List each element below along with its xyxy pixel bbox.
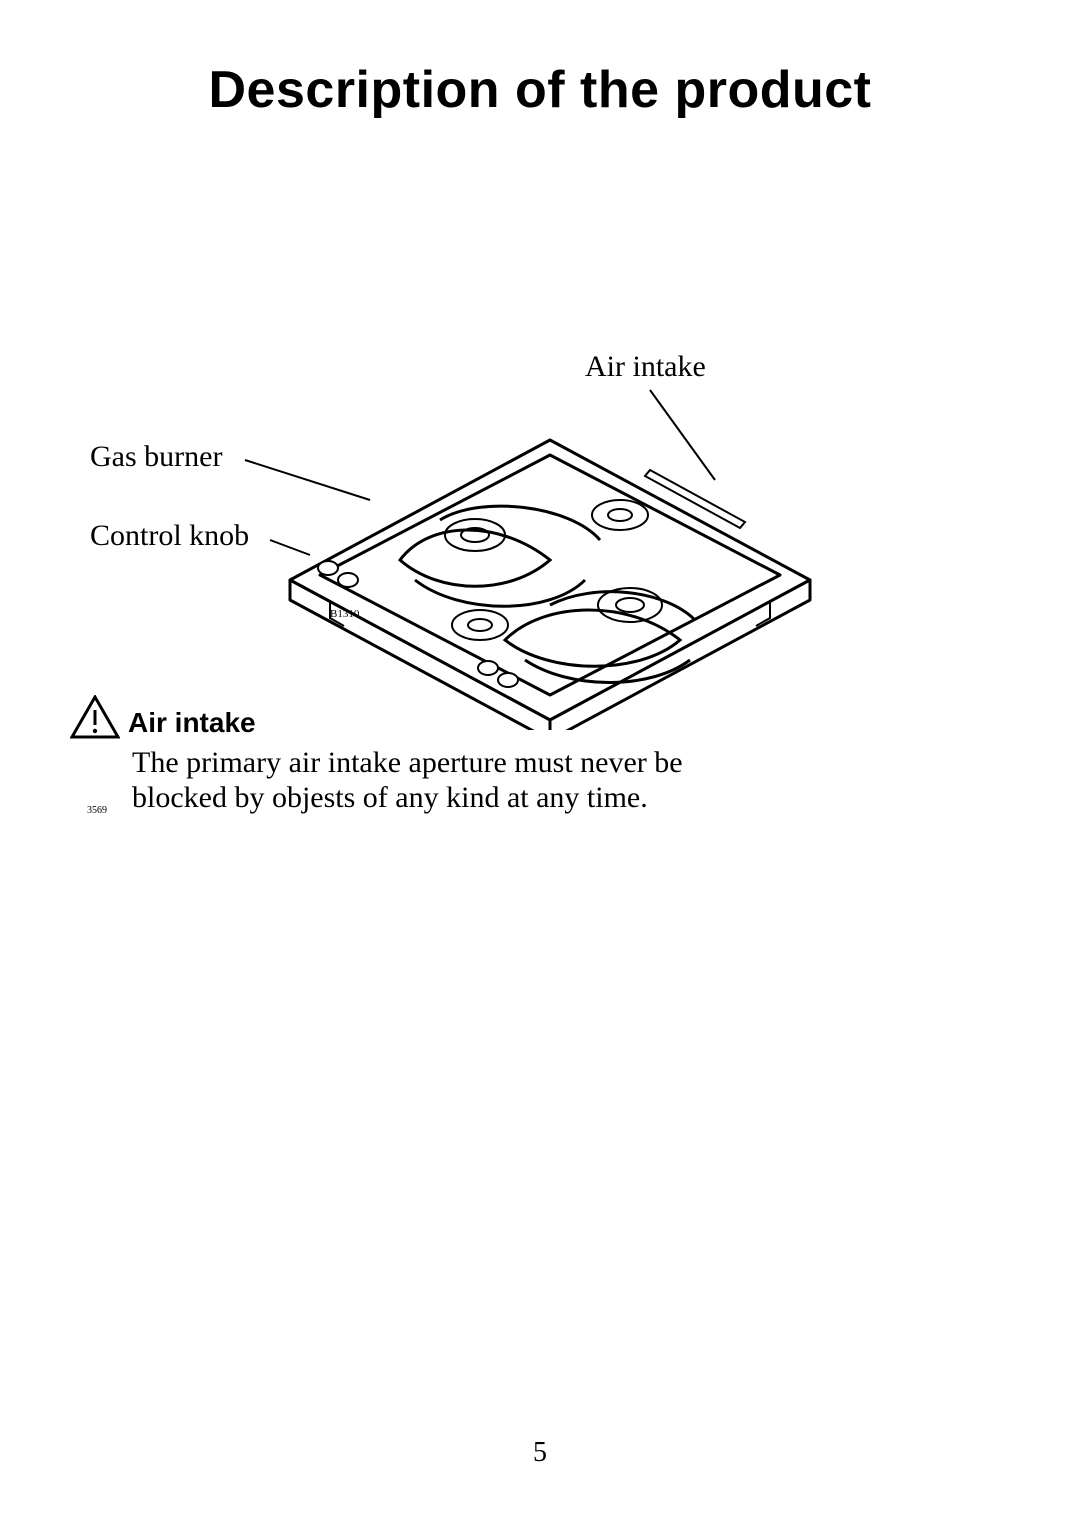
hob-diagram — [250, 370, 850, 730]
label-gas-burner: Gas burner — [90, 440, 222, 473]
warning-body: The primary air intake aperture must nev… — [132, 745, 710, 816]
page-number: 5 — [0, 1437, 1080, 1469]
side-reference-number: 3569 — [87, 805, 107, 816]
warning-icon — [70, 695, 120, 739]
page-title: Description of the product — [0, 60, 1080, 120]
manual-page: Description of the product Air intake Ga… — [0, 0, 1080, 1529]
label-control-knob: Control knob — [90, 519, 249, 552]
diagram-code: B1310 — [330, 608, 359, 620]
warning-heading: Air intake — [128, 707, 256, 739]
warning-block: Air intake The primary air intake apertu… — [70, 695, 710, 816]
